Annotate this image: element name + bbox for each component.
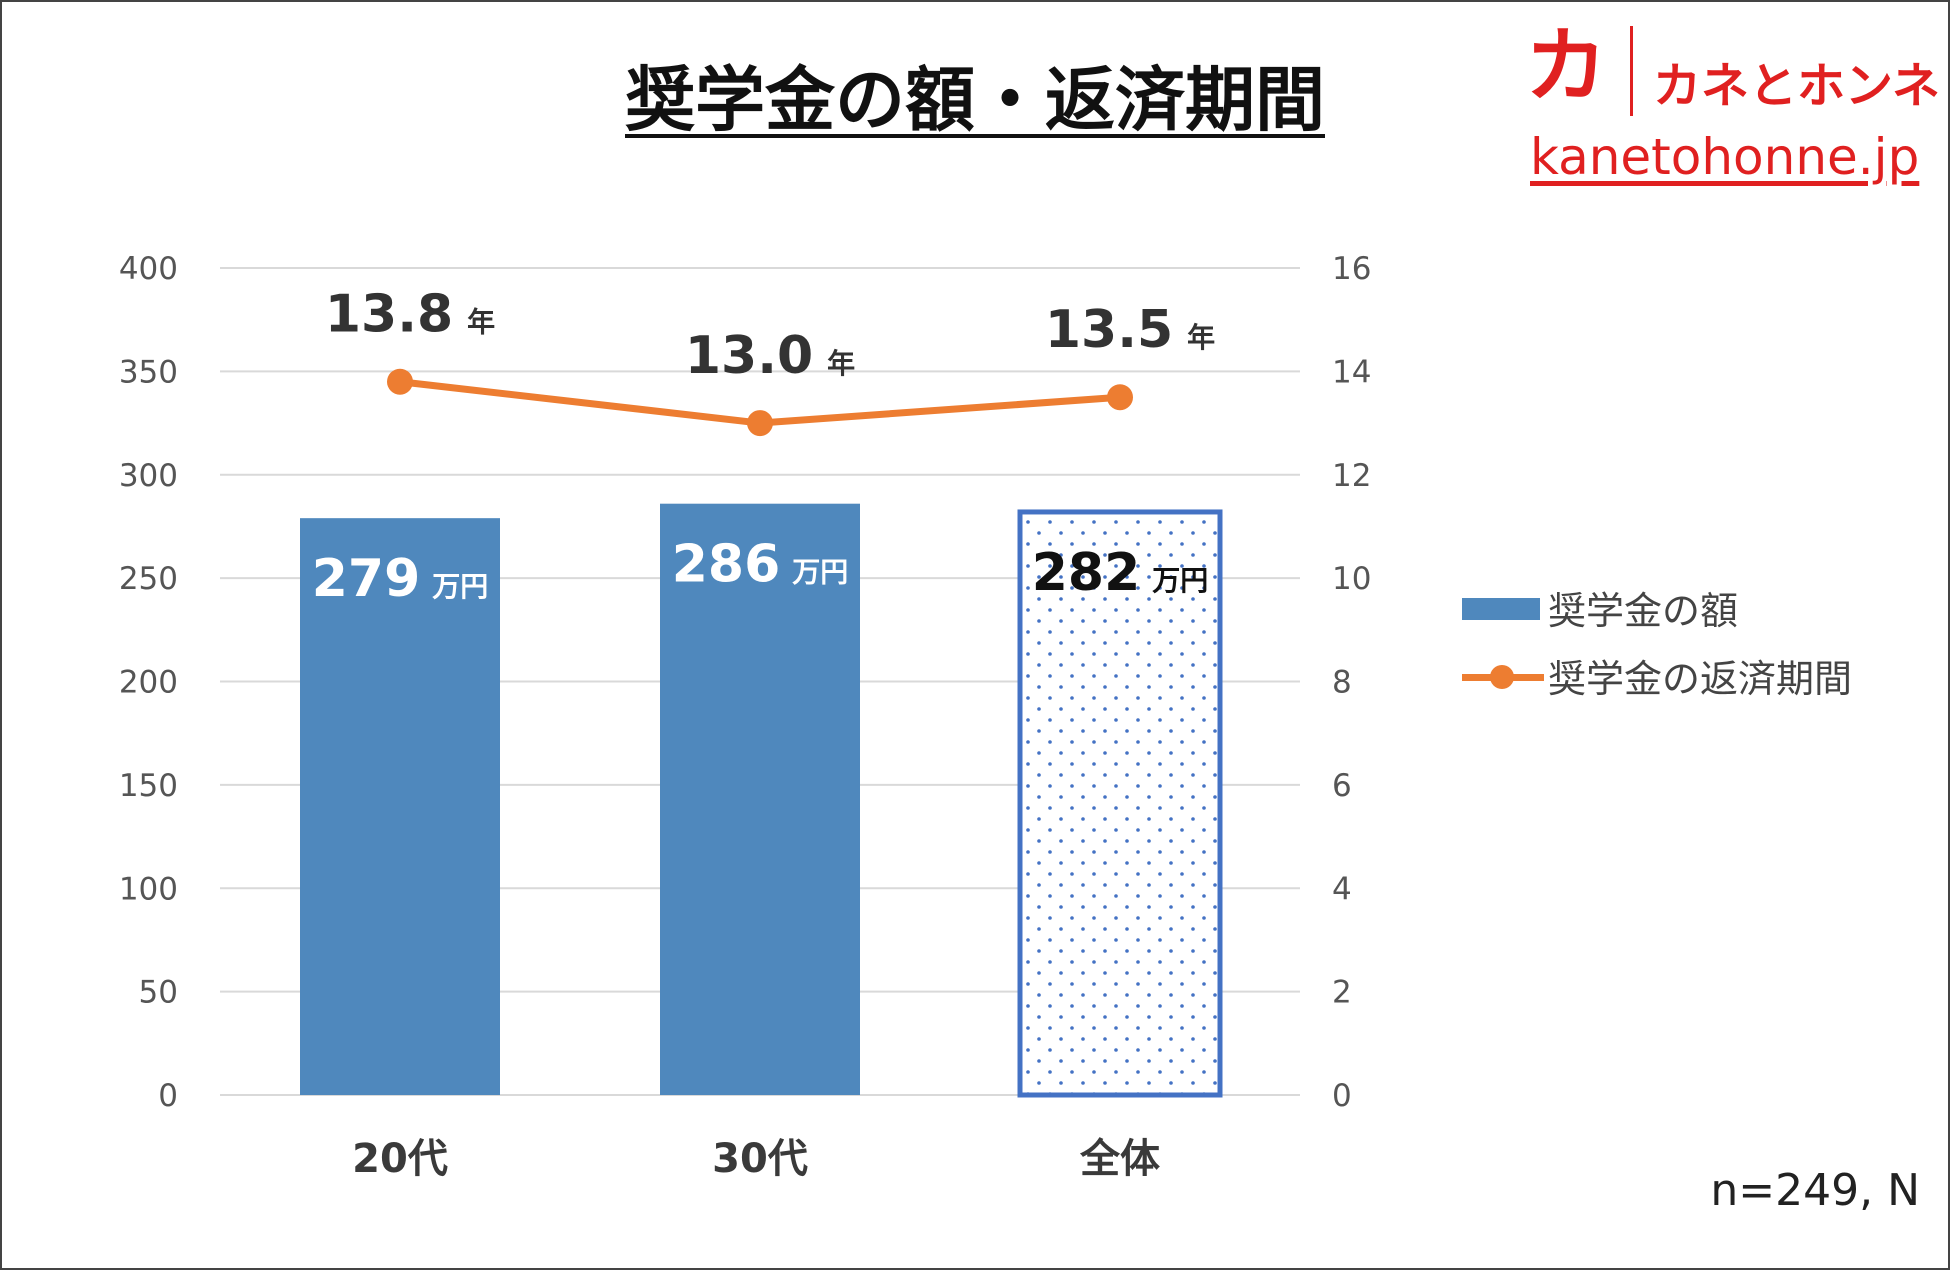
left-axis-tick-label: 400 <box>119 251 178 287</box>
chart-legend: 奨学金の額 奨学金の返済期間 <box>1462 580 1892 716</box>
left-axis-tick-label: 200 <box>119 665 178 701</box>
category-label: 30代 <box>712 1136 808 1182</box>
line-point <box>747 410 773 437</box>
line-value-label: 13.0 年 <box>685 326 855 386</box>
right-axis-tick-label: 14 <box>1332 354 1371 390</box>
left-axis-tick-label: 0 <box>158 1078 178 1114</box>
right-axis-tick-label: 12 <box>1332 458 1371 494</box>
legend-label-amount: 奨学金の額 <box>1548 589 1739 633</box>
left-axis-tick-label: 350 <box>119 354 178 390</box>
line-series <box>387 368 1133 437</box>
category-label: 20代 <box>352 1136 448 1182</box>
legend-item-period: 奨学金の返済期間 <box>1462 648 1892 716</box>
bar-value-label: 286 万円 <box>672 535 849 595</box>
legend-marker-dot <box>1490 665 1514 689</box>
brand-divider <box>1630 26 1633 116</box>
right-axis-tick-label: 6 <box>1332 768 1352 804</box>
bar <box>1017 509 1223 1098</box>
chart-title: 奨学金の額・返済期間 <box>625 59 1325 141</box>
bar-value-label: 279 万円 <box>312 549 489 609</box>
right-axis-tick-label: 10 <box>1332 561 1371 597</box>
legend-label-period: 奨学金の返済期間 <box>1548 657 1853 701</box>
right-axis-ticks: 0 2 4 6 8 10 12 14 16 <box>1332 251 1371 1114</box>
data-labels: 279 万円 286 万円 282 万円 13.8 年 13.0 年 13.5 年 <box>312 285 1215 609</box>
category-labels: 20代 30代 全体 <box>352 1136 1160 1182</box>
left-axis-tick-label: 250 <box>119 561 178 597</box>
legend-bar-swatch <box>1462 598 1540 620</box>
bars <box>300 503 1223 1098</box>
left-axis-tick-label: 100 <box>119 871 178 907</box>
line-point <box>1107 384 1133 411</box>
left-axis-ticks: 0 50 100 150 200 250 300 350 400 <box>119 251 178 1114</box>
right-axis-tick-label: 16 <box>1332 251 1371 287</box>
brand-name: カネとホンネ <box>1653 58 1941 114</box>
line-point <box>387 368 413 395</box>
right-axis-tick-label: 2 <box>1332 975 1352 1011</box>
line-value-label: 13.8 年 <box>325 285 495 345</box>
left-axis-tick-label: 150 <box>119 768 178 804</box>
sample-size-note: n=249, N <box>1710 1165 1920 1216</box>
bar <box>660 503 860 1095</box>
bar <box>300 518 500 1095</box>
right-axis-tick-label: 0 <box>1332 1078 1352 1114</box>
brand-logo[interactable]: カ カネとホンネ kanetohonne.jp <box>1525 20 1945 200</box>
brand-url-link[interactable]: kanetohonne.jp <box>1530 128 1920 186</box>
right-axis-tick-label: 4 <box>1332 871 1352 907</box>
legend-item-amount: 奨学金の額 <box>1462 580 1892 648</box>
line-value-label: 13.5 年 <box>1045 300 1215 360</box>
brand-mark-icon: カ <box>1525 19 1608 114</box>
left-axis-tick-label: 50 <box>139 975 178 1011</box>
category-label: 全体 <box>1079 1136 1160 1182</box>
bar-value-label: 282 万円 <box>1032 543 1209 603</box>
left-axis-tick-label: 300 <box>119 458 178 494</box>
right-axis-tick-label: 8 <box>1332 665 1352 701</box>
